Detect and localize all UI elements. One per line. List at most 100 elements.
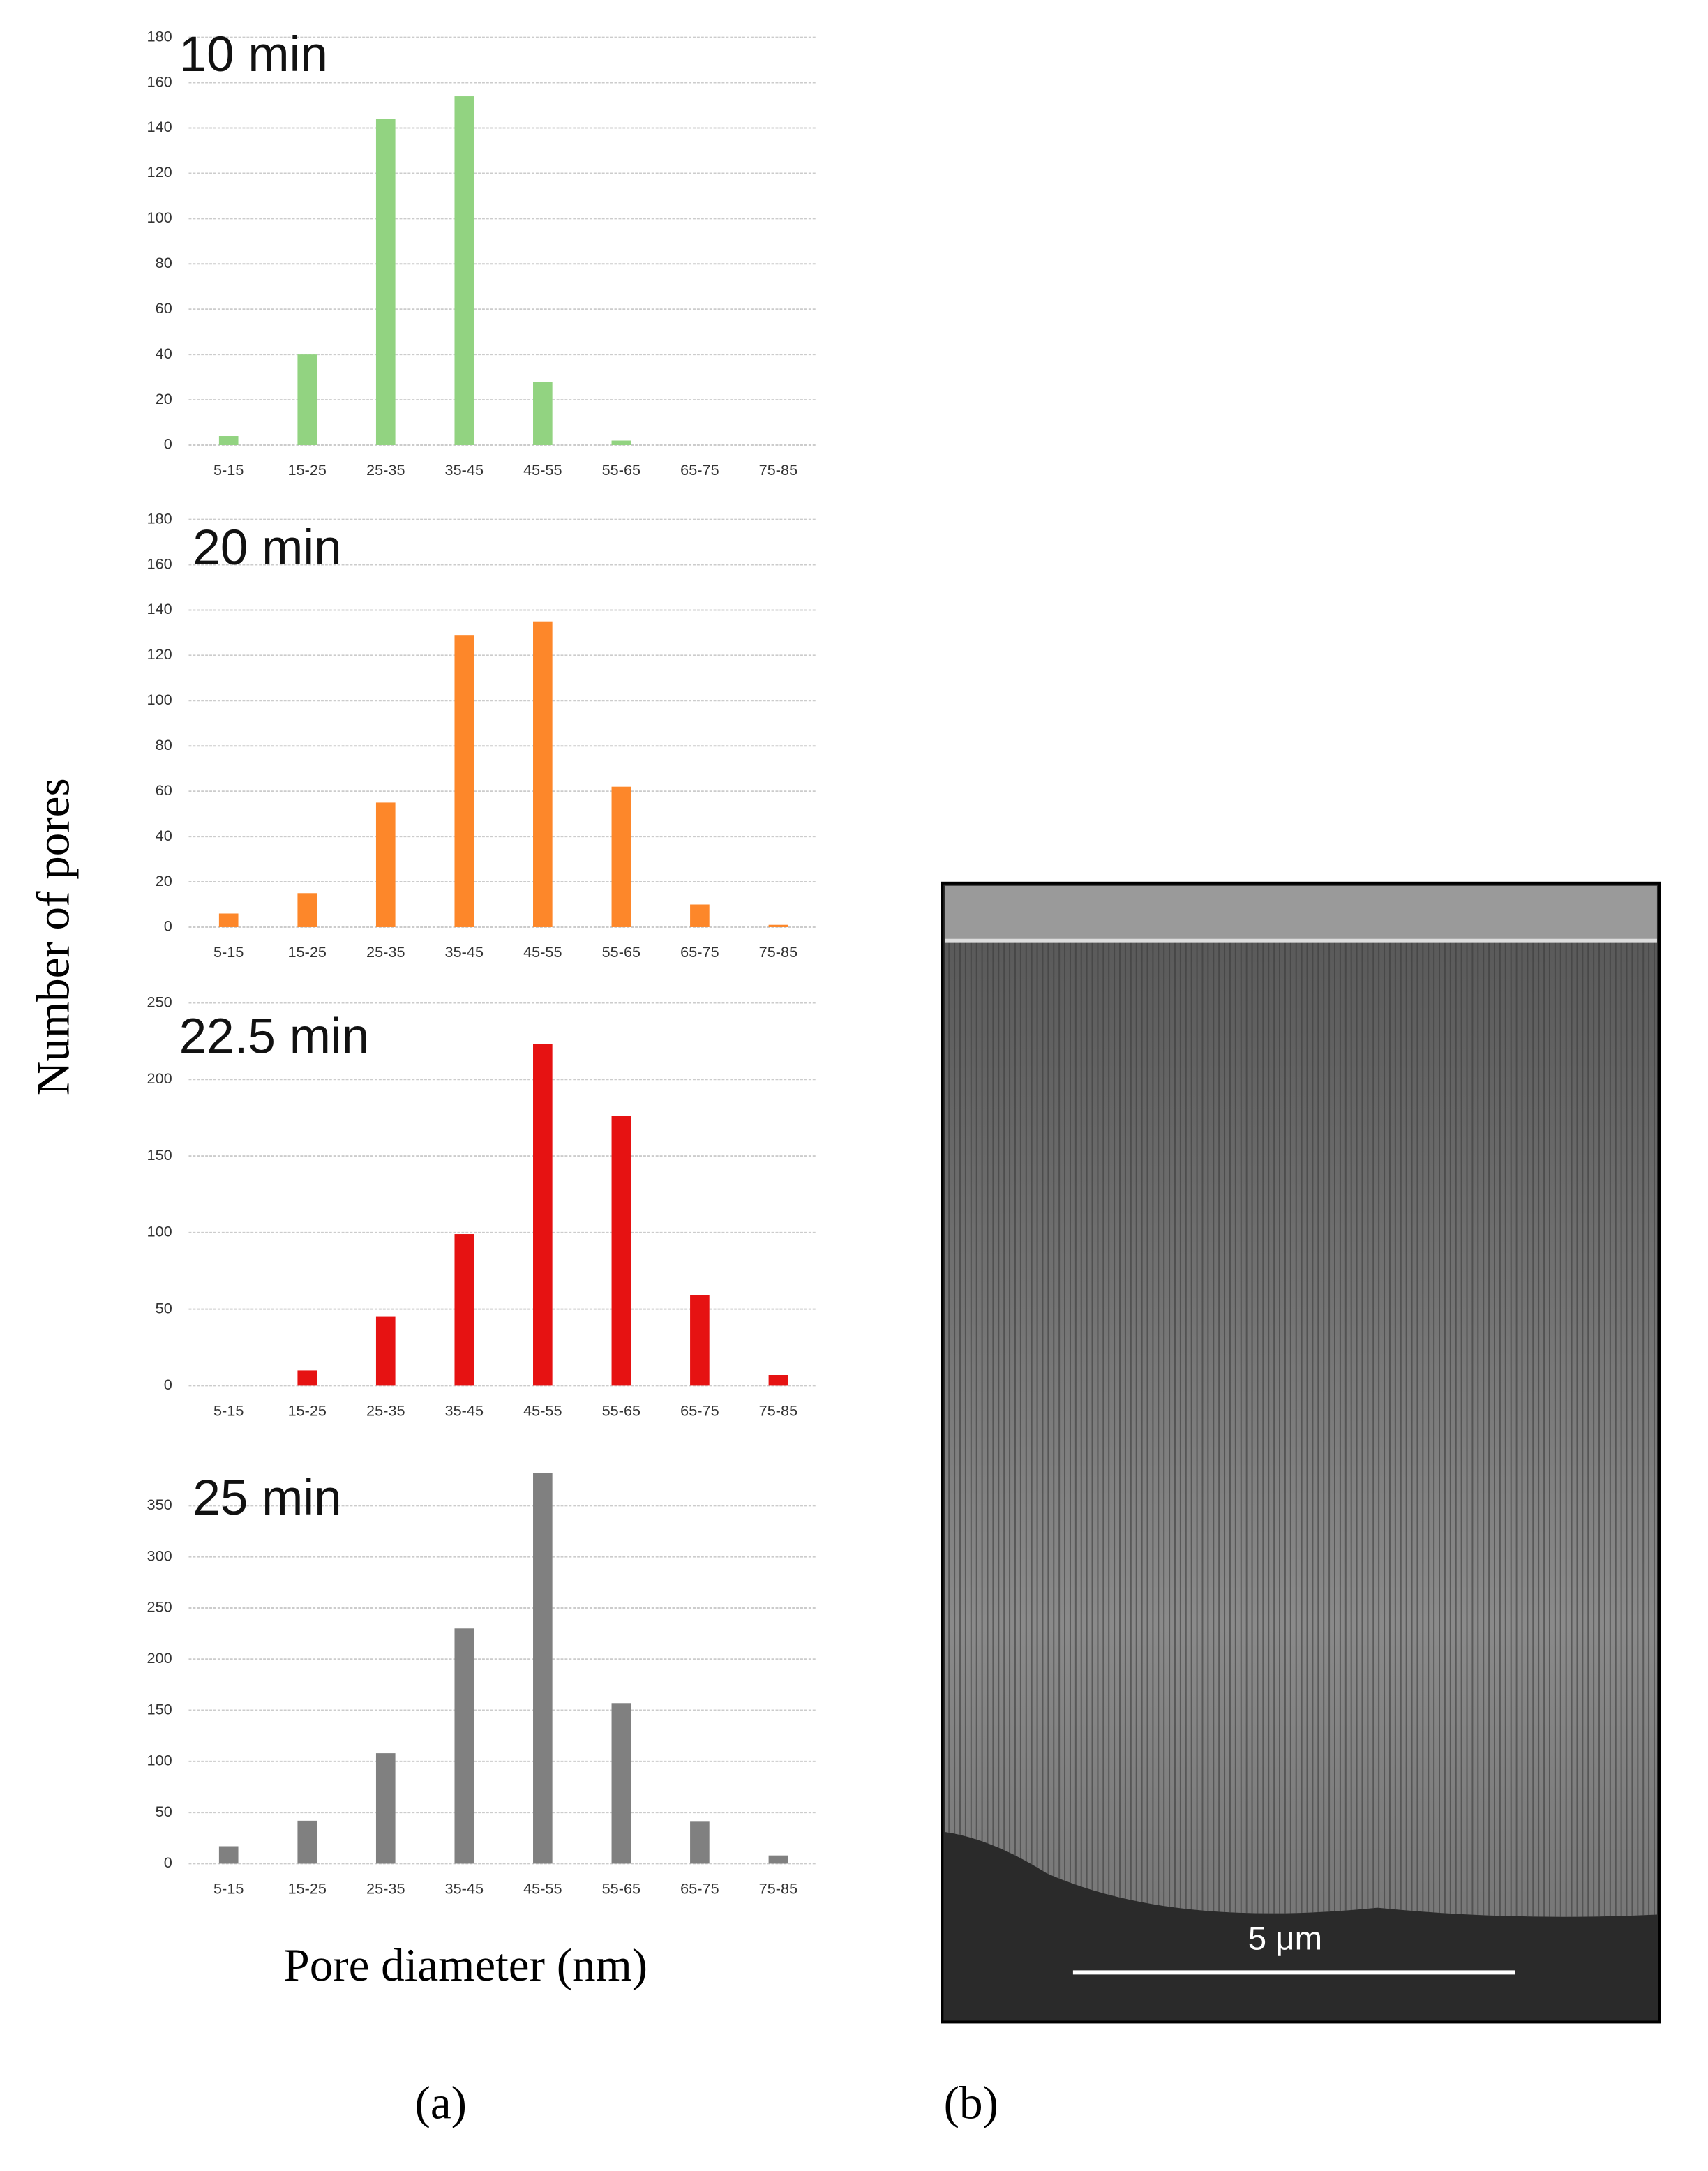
- x-tick-label: 5-15: [214, 943, 244, 961]
- y-tick-label: 0: [164, 917, 172, 935]
- y-tick-label: 150: [147, 1146, 172, 1164]
- x-tick-label: 25-35: [366, 1402, 405, 1420]
- bar: [454, 635, 474, 927]
- panel-label: (a): [414, 2076, 466, 2128]
- y-tick-label: 0: [164, 1854, 172, 1871]
- bar: [218, 1846, 239, 1864]
- bar: [454, 1628, 474, 1864]
- scale-bar-label: 5 μm: [1248, 1920, 1322, 1957]
- x-tick-label: 55-65: [602, 1880, 641, 1898]
- y-tick-label: 160: [147, 555, 172, 572]
- y-tick-label: 20: [156, 390, 172, 407]
- x-tick-label: 55-65: [602, 1402, 641, 1420]
- y-tick-label: 100: [147, 1752, 172, 1769]
- bar: [297, 1820, 317, 1864]
- y-tick-label: 0: [164, 435, 172, 453]
- bar: [768, 1855, 788, 1864]
- y-tick-label: 300: [147, 1547, 172, 1564]
- x-tick-label: 65-75: [680, 1880, 719, 1898]
- y-tick-label: 50: [156, 1803, 172, 1820]
- x-tick-label: 15-25: [287, 1880, 327, 1898]
- bar: [690, 1821, 710, 1864]
- y-tick-label: 120: [147, 163, 172, 181]
- y-tick-label: 120: [147, 645, 172, 663]
- x-tick-label: 45-55: [523, 461, 562, 479]
- bar: [768, 924, 788, 927]
- x-tick-label: 55-65: [602, 943, 641, 961]
- bar: [611, 1116, 631, 1386]
- y-tick-label: 0: [164, 1376, 172, 1393]
- x-tick-label: 35-45: [445, 1402, 484, 1420]
- bar: [690, 1295, 710, 1386]
- bar: [611, 1703, 631, 1864]
- y-tick-label: 40: [156, 345, 172, 362]
- bar: [690, 904, 710, 927]
- bar: [218, 913, 239, 927]
- x-tick-label: 65-75: [680, 461, 719, 479]
- x-tick-label: 75-85: [759, 1402, 798, 1420]
- bar: [533, 382, 553, 445]
- y-tick-label: 250: [147, 1598, 172, 1616]
- x-axis-label: Pore diameter (nm): [283, 1939, 647, 1991]
- y-tick-label: 50: [156, 1299, 172, 1316]
- x-tick-label: 45-55: [523, 1402, 562, 1420]
- chart-title: 22.5 min: [179, 1009, 370, 1065]
- bar: [375, 802, 396, 927]
- bar: [533, 621, 553, 927]
- y-tick-label: 350: [147, 1496, 172, 1513]
- bar: [454, 1234, 474, 1386]
- x-tick-label: 15-25: [287, 1402, 327, 1420]
- chart-title: 20 min: [193, 520, 341, 576]
- y-axis-label: Number of pores: [27, 778, 79, 1095]
- sem-image: 5 μm: [941, 881, 1661, 2024]
- x-tick-label: 75-85: [759, 461, 798, 479]
- y-tick-label: 20: [156, 872, 172, 889]
- x-tick-label: 65-75: [680, 1402, 719, 1420]
- x-tick-label: 45-55: [523, 943, 562, 961]
- y-tick-label: 100: [147, 691, 172, 708]
- y-tick-label: 180: [147, 509, 172, 527]
- bar: [375, 119, 396, 445]
- y-tick-label: 160: [147, 73, 172, 90]
- bar: [454, 96, 474, 445]
- x-tick-label: 55-65: [602, 461, 641, 479]
- y-tick-label: 150: [147, 1700, 172, 1718]
- bar: [297, 354, 317, 445]
- y-tick-label: 80: [156, 736, 172, 753]
- x-tick-label: 75-85: [759, 1880, 798, 1898]
- y-tick-label: 140: [147, 118, 172, 135]
- y-tick-label: 60: [156, 781, 172, 799]
- bar: [297, 893, 317, 927]
- panel-label: (b): [944, 2076, 998, 2128]
- x-tick-label: 45-55: [523, 1880, 562, 1898]
- chart-title: 10 min: [179, 27, 328, 82]
- y-tick-label: 60: [156, 299, 172, 317]
- chart-title: 25 min: [193, 1471, 341, 1526]
- bar: [533, 1473, 553, 1864]
- y-tick-label: 200: [147, 1069, 172, 1087]
- y-tick-label: 100: [147, 209, 172, 226]
- bar: [218, 436, 239, 445]
- y-tick-label: 100: [147, 1223, 172, 1240]
- y-tick-label: 200: [147, 1649, 172, 1667]
- bar: [768, 1375, 788, 1386]
- x-tick-label: 35-45: [445, 1880, 484, 1898]
- x-tick-label: 5-15: [214, 1402, 244, 1420]
- x-tick-label: 35-45: [445, 943, 484, 961]
- x-tick-label: 5-15: [214, 1880, 244, 1898]
- y-tick-label: 250: [147, 993, 172, 1010]
- x-tick-label: 25-35: [366, 461, 405, 479]
- x-tick-label: 75-85: [759, 943, 798, 961]
- bar: [375, 1753, 396, 1864]
- x-tick-label: 65-75: [680, 943, 719, 961]
- y-tick-label: 140: [147, 600, 172, 617]
- bar: [297, 1370, 317, 1386]
- bar: [611, 440, 631, 445]
- y-tick-label: 40: [156, 827, 172, 844]
- bar: [611, 786, 631, 927]
- x-tick-label: 35-45: [445, 461, 484, 479]
- x-tick-label: 15-25: [287, 461, 327, 479]
- y-tick-label: 180: [147, 27, 172, 45]
